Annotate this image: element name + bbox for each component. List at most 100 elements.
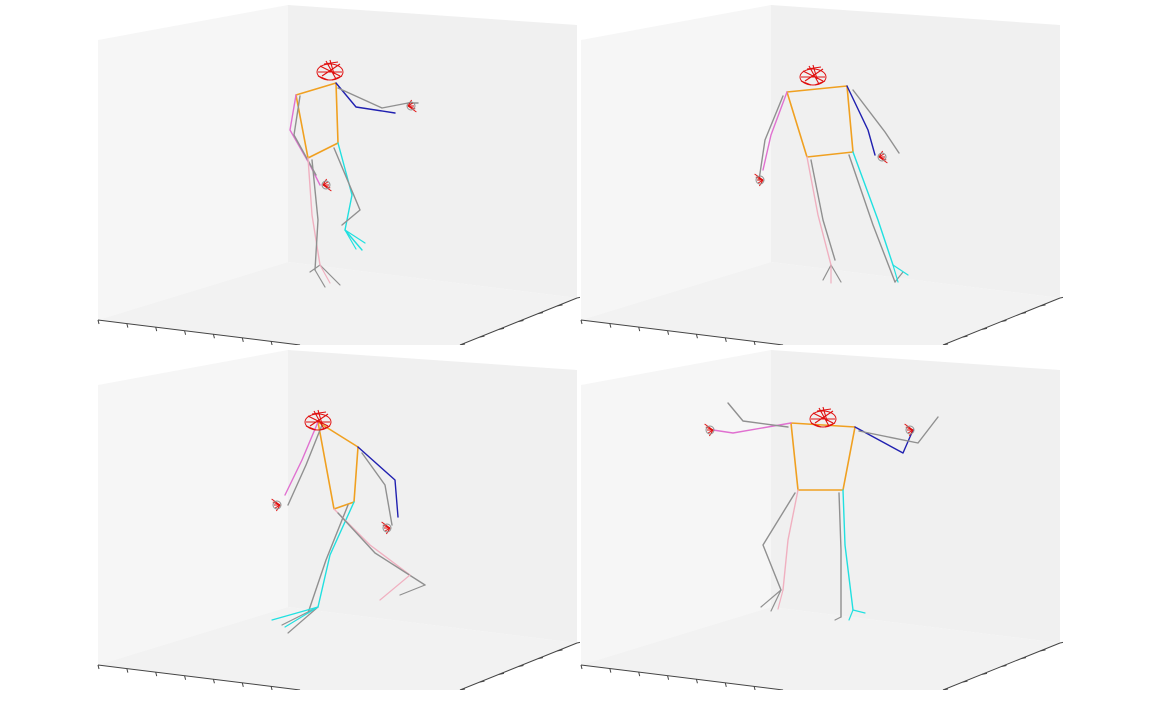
x-axis-line — [97, 664, 301, 690]
left-leg-secondary-bone — [810, 159, 836, 261]
y-axis-tick — [1001, 665, 1007, 667]
face-keypoint-line — [329, 59, 335, 75]
right-hand — [904, 423, 915, 437]
foot-bone — [399, 584, 426, 596]
palm-outline — [382, 523, 392, 533]
left-arm-bone — [762, 91, 788, 171]
face-contour — [799, 68, 827, 86]
toe-bone — [271, 606, 319, 621]
foot-bone — [760, 589, 782, 608]
foot-bone — [830, 264, 842, 283]
back-wall — [771, 5, 1060, 298]
floor-plane — [98, 262, 577, 345]
left-arm-secondary-bone — [758, 95, 784, 181]
x-axis-tick — [212, 334, 215, 339]
x-axis-tick — [638, 327, 641, 332]
face-contour — [809, 410, 837, 428]
right-arm-secondary-bone — [858, 416, 939, 444]
right-leg-bone — [337, 142, 363, 251]
left-arm-bone — [712, 422, 792, 434]
right-leg-secondary-bone — [333, 147, 361, 226]
x-axis-tick — [638, 672, 641, 677]
x-axis-tick — [184, 675, 187, 680]
y-axis-tick — [1040, 304, 1046, 307]
toe-bone — [379, 574, 411, 601]
y-axis-tick — [459, 688, 466, 690]
right-arm-bone — [854, 426, 914, 454]
x-axis-tick — [212, 679, 215, 684]
left-leg-bone — [782, 489, 799, 591]
foot-bone — [822, 264, 832, 281]
panel-bottom-left — [97, 350, 580, 690]
x-axis-tick — [580, 319, 583, 325]
right-leg-secondary-bone — [307, 504, 349, 614]
finger-line — [878, 156, 888, 164]
x-axis-tick — [724, 682, 727, 687]
finger-line — [908, 429, 914, 437]
y-axis-tick — [1020, 657, 1027, 660]
finger-line — [322, 178, 328, 186]
right-arm-secondary-bone — [337, 87, 419, 109]
y-axis-tick — [942, 343, 949, 345]
right-hand — [381, 521, 392, 535]
finger-line — [708, 429, 714, 437]
left-leg-bone — [806, 156, 832, 266]
finger-line — [407, 105, 417, 113]
x-axis-tick — [270, 341, 273, 345]
left-leg-secondary-bone — [762, 492, 796, 591]
right-arm-bone — [846, 85, 876, 156]
y-axis-tick — [981, 327, 988, 330]
left-arm-bone — [284, 421, 319, 496]
y-axis-tick — [518, 665, 524, 667]
left-wall — [98, 5, 288, 320]
palm-outline — [272, 500, 282, 510]
foot-bone — [770, 589, 782, 612]
face — [799, 64, 827, 86]
palm-outline — [321, 180, 331, 190]
toe-bone — [848, 609, 854, 621]
y-axis-tick — [557, 304, 563, 307]
left-leg-bone — [307, 157, 321, 266]
y-axis-tick — [479, 680, 485, 683]
x-axis-tick — [270, 686, 273, 690]
y-axis-tick — [1059, 641, 1063, 644]
right-leg-bone — [852, 151, 894, 266]
foot-bone — [834, 616, 842, 621]
toe-bone — [344, 229, 357, 250]
right-leg-secondary-bone — [848, 154, 896, 283]
x-axis-tick — [667, 330, 670, 335]
finger-line — [878, 150, 884, 158]
x-axis-tick — [155, 327, 158, 332]
x-axis-tick — [241, 682, 244, 687]
left-hand — [271, 498, 282, 512]
left-wall — [581, 5, 771, 320]
right-arm-bone — [357, 446, 399, 518]
back-wall — [288, 5, 577, 298]
x-axis-tick — [695, 334, 698, 339]
face-contour — [316, 63, 344, 81]
x-axis-tick — [126, 668, 129, 673]
y-axis-tick — [557, 649, 563, 652]
face — [304, 409, 332, 431]
right-leg-bone — [317, 501, 355, 608]
right-leg-secondary-bone — [838, 492, 842, 618]
face — [316, 59, 344, 81]
x-axis-tick — [97, 319, 100, 325]
palm-outline — [705, 425, 715, 435]
y-axis-tick — [1059, 296, 1063, 299]
x-axis-tick — [126, 323, 129, 328]
y-axis-tick — [981, 672, 988, 675]
face — [809, 406, 837, 428]
right-arm-secondary-bone — [852, 89, 900, 154]
toe-bone — [344, 229, 366, 244]
x-axis-tick — [609, 323, 612, 328]
y-axis-tick — [576, 296, 580, 299]
x-axis-tick — [753, 686, 756, 690]
panel-bottom-right — [580, 350, 1063, 690]
toe-bone — [284, 606, 319, 628]
face-keypoint-line — [812, 64, 818, 80]
x-axis-tick — [580, 664, 583, 670]
finger-line — [385, 527, 391, 535]
x-axis-tick — [724, 337, 727, 342]
left-leg-secondary-bone — [311, 159, 319, 271]
